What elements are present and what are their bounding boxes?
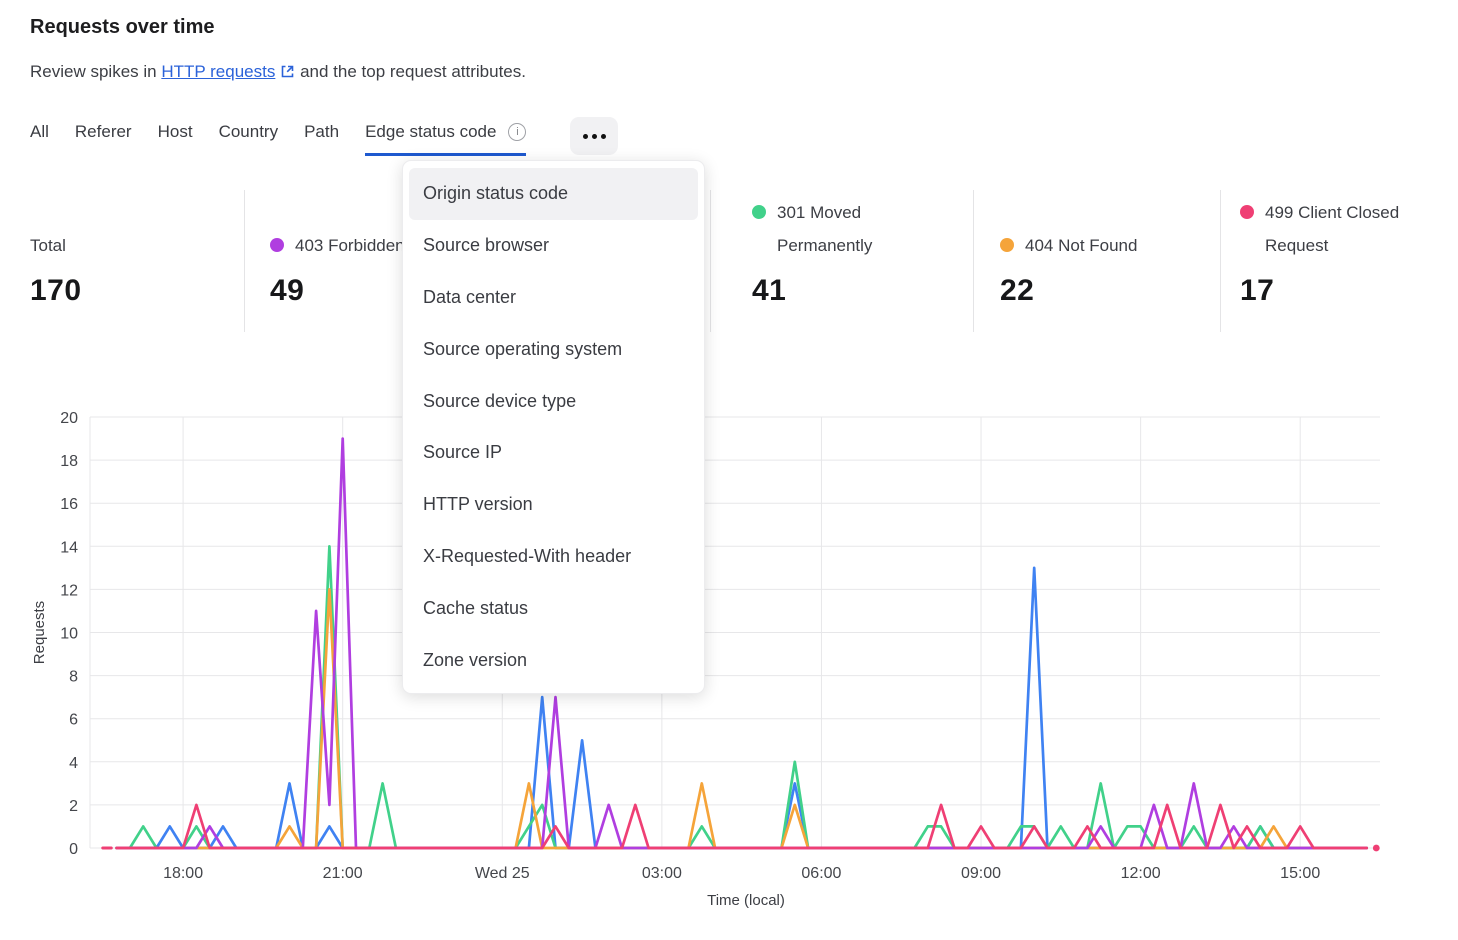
legend-dot-403 [270, 237, 284, 252]
page-title: Requests over time [30, 16, 215, 38]
stat-499-value: 17 [1240, 274, 1275, 307]
svg-text:6: 6 [69, 712, 78, 729]
tab-country[interactable]: Country [218, 122, 279, 141]
http-requests-link[interactable]: HTTP requests [161, 62, 276, 81]
more-options-button[interactable] [570, 117, 619, 155]
svg-text:Wed 25: Wed 25 [475, 865, 530, 882]
stats-divider [1220, 190, 1221, 332]
svg-text:12: 12 [60, 582, 78, 599]
svg-text:2: 2 [69, 798, 78, 815]
tab-edge-status-code-label: Edge status code [365, 122, 497, 141]
menu-item-cache-status[interactable]: Cache status [423, 597, 529, 618]
legend-dot-404 [1000, 237, 1014, 252]
stat-total-value: 170 [30, 274, 82, 307]
menu-item-source-ip[interactable]: Source IP [423, 442, 503, 463]
svg-text:4: 4 [69, 755, 78, 772]
svg-text:06:00: 06:00 [801, 865, 841, 882]
stat-301-moved-permanently: 301 Moved Permanently 41 [752, 190, 930, 308]
chart-canvas[interactable]: 0 2 4 6 8 10 12 14 16 18 20 18:00 21:00 Wed 25 03:00 06… [0, 400, 1458, 920]
attribute-dropdown-menu: Origin status code Source browser Data c… [402, 160, 705, 694]
stat-404-not-found: 404 Not Found 22 [1000, 190, 1200, 308]
svg-text:15:00: 15:00 [1280, 865, 1320, 882]
stat-total: Total 170 [30, 190, 220, 308]
tab-path[interactable]: Path [304, 122, 340, 141]
legend-dot-499 [1240, 204, 1254, 219]
stats-divider [244, 190, 245, 332]
subtitle-suffix: and the top request attributes. [300, 62, 526, 81]
tab-host[interactable]: Host [157, 122, 193, 141]
stat-403-label: 403 Forbidden [295, 235, 405, 255]
svg-text:03:00: 03:00 [642, 865, 682, 882]
subtitle: Review spikes in HTTP requests and the t… [30, 62, 526, 84]
subtitle-prefix: Review spikes in [30, 62, 157, 81]
svg-text:18:00: 18:00 [163, 865, 203, 882]
stat-404-label: 404 Not Found [1025, 235, 1138, 255]
svg-text:8: 8 [69, 669, 78, 686]
menu-item-http-version[interactable]: HTTP version [423, 494, 533, 515]
legend-dot-301 [752, 204, 766, 219]
svg-text:14: 14 [60, 539, 78, 556]
svg-text:Requests: Requests [31, 601, 48, 664]
svg-text:10: 10 [60, 626, 78, 643]
menu-item-source-browser[interactable]: Source browser [423, 235, 550, 256]
svg-text:20: 20 [60, 410, 78, 427]
stat-499-label: 499 Client Closed Request [1265, 202, 1400, 255]
info-icon[interactable]: i [508, 123, 527, 141]
menu-item-x-requested-with-header[interactable]: X-Requested-With header [423, 545, 632, 566]
stat-403-forbidden: 403 Forbidden 49 [270, 190, 450, 308]
menu-item-zone-version[interactable]: Zone version [423, 649, 528, 670]
stat-404-value: 22 [1000, 274, 1035, 307]
svg-text:0: 0 [69, 841, 78, 858]
tab-edge-status-code[interactable]: Edge status code i [365, 119, 527, 156]
menu-item-origin-status-code[interactable]: Origin status code [409, 168, 698, 220]
external-link-icon [280, 64, 295, 84]
stat-total-label: Total [30, 235, 66, 255]
svg-text:16: 16 [60, 496, 78, 513]
stat-301-value: 41 [752, 274, 787, 307]
svg-text:21:00: 21:00 [323, 865, 363, 882]
requests-line-chart[interactable]: 0 2 4 6 8 10 12 14 16 18 20 18:00 21:00 Wed 25 03:00 06… [0, 400, 1458, 920]
svg-text:09:00: 09:00 [961, 865, 1001, 882]
menu-item-source-device-type[interactable]: Source device type [423, 390, 577, 411]
attribute-tabs: All Referer Host Country Path Edge statu… [30, 117, 619, 156]
stat-301-label: 301 Moved Permanently [777, 202, 873, 255]
stat-403-value: 49 [270, 274, 305, 307]
more-options-icon [582, 133, 588, 139]
svg-text:18: 18 [60, 453, 78, 470]
menu-item-data-center[interactable]: Data center [423, 286, 517, 307]
tab-all[interactable]: All [30, 122, 49, 141]
menu-item-source-operating-system[interactable]: Source operating system [423, 338, 623, 359]
svg-text:12:00: 12:00 [1121, 865, 1161, 882]
stats-divider [710, 190, 711, 332]
stats-divider [973, 190, 974, 332]
tab-referer[interactable]: Referer [74, 122, 132, 141]
svg-text:Time (local): Time (local) [707, 892, 785, 909]
stat-499-client-closed-request: 499 Client Closed Request 17 [1240, 190, 1435, 308]
